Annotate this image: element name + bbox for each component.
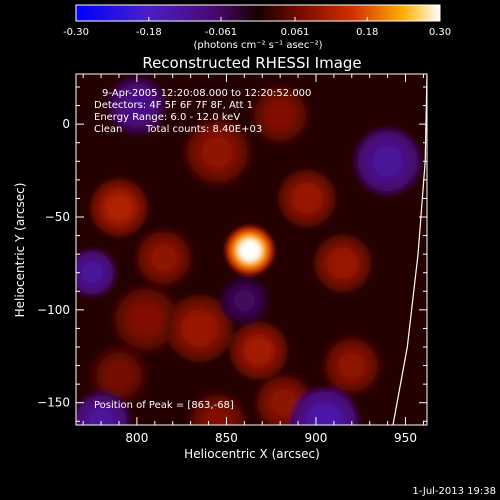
colorbar-units: (photons cm⁻² s⁻¹ asec⁻²) bbox=[193, 40, 322, 51]
colorbar-tick-label: -0.061 bbox=[205, 27, 237, 38]
heatmap-blob bbox=[188, 392, 247, 425]
heatmap-blob bbox=[313, 234, 372, 293]
x-tick-label: 800 bbox=[125, 431, 148, 445]
y-tick-label: −150 bbox=[37, 396, 70, 410]
y-tick-label: −50 bbox=[45, 210, 70, 224]
y-axis-label: Heliocentric Y (arcsec) bbox=[13, 183, 27, 318]
info-clean: Clean bbox=[94, 124, 122, 135]
x-axis: 800 850 900 950 bbox=[82, 74, 424, 445]
solar-limb-line bbox=[392, 74, 427, 425]
heatmap-layer bbox=[76, 76, 422, 425]
colorbar-tick-label: 0.30 bbox=[429, 27, 451, 38]
heatmap-blob bbox=[76, 392, 131, 425]
heatmap-blob bbox=[107, 76, 166, 135]
heatmap-blob bbox=[89, 178, 148, 237]
info-detectors: Detectors: 4F 5F 6F 7F 8F, Att 1 bbox=[94, 100, 253, 111]
colorbar: -0.30 -0.18 -0.061 0.061 0.18 0.30 (photons c… bbox=[63, 4, 451, 51]
heatmap-blob bbox=[89, 345, 148, 404]
x-tick-label: 850 bbox=[215, 431, 238, 445]
peak-position-label: Position of Peak = [863,-68] bbox=[94, 400, 234, 411]
heatmap-blob bbox=[278, 169, 337, 228]
x-tick-label: 900 bbox=[305, 431, 328, 445]
colorbar-ticks: -0.30 -0.18 -0.061 0.061 0.18 0.30 bbox=[63, 17, 451, 38]
y-tick-label: −100 bbox=[37, 303, 70, 317]
info-total-counts: Total counts: 8.40E+03 bbox=[145, 124, 262, 135]
heatmap-blob bbox=[165, 294, 234, 363]
heatmap-blob bbox=[229, 321, 288, 380]
x-tick-label: 950 bbox=[394, 431, 417, 445]
heatmap-blob bbox=[322, 336, 381, 395]
info-energy-range: Energy Range: 6.0 - 12.0 keV bbox=[94, 112, 240, 123]
timestamp: 1-Jul-2013 19:38 bbox=[412, 486, 496, 497]
y-tick-label: 0 bbox=[62, 117, 70, 131]
heatmap-blob bbox=[353, 127, 422, 196]
y-axis: 0 −50 −100 −150 bbox=[37, 86, 427, 422]
heatmap-blob bbox=[251, 85, 310, 144]
colorbar-tick-label: -0.30 bbox=[63, 27, 89, 38]
heatmap-blob bbox=[134, 228, 193, 287]
colorbar-tick-label: 0.061 bbox=[281, 27, 310, 38]
colorbar-tick-label: -0.18 bbox=[136, 27, 162, 38]
heatmap-blob bbox=[111, 285, 180, 353]
colorbar-tick-label: 0.18 bbox=[356, 27, 378, 38]
image-plot: 800 850 900 950 0 −50 −100 −150 bbox=[37, 73, 428, 445]
heatmap-blob bbox=[220, 276, 269, 325]
info-block: 9-Apr-2005 12:20:08.000 to 12:20:52.000 … bbox=[94, 88, 311, 135]
colorbar-gradient bbox=[75, 4, 441, 22]
heatmap-blob bbox=[183, 118, 252, 186]
peak-source bbox=[225, 226, 274, 275]
plot-frame bbox=[75, 73, 428, 426]
x-axis-label: Heliocentric X (arcsec) bbox=[184, 447, 320, 461]
chart-title: Reconstructed RHESSI Image bbox=[142, 54, 361, 72]
info-time-range: 9-Apr-2005 12:20:08.000 to 12:20:52.000 bbox=[102, 88, 311, 99]
limb-overlay bbox=[392, 74, 427, 425]
heatmap-blob bbox=[76, 248, 117, 297]
heatmap-blob bbox=[291, 387, 359, 425]
